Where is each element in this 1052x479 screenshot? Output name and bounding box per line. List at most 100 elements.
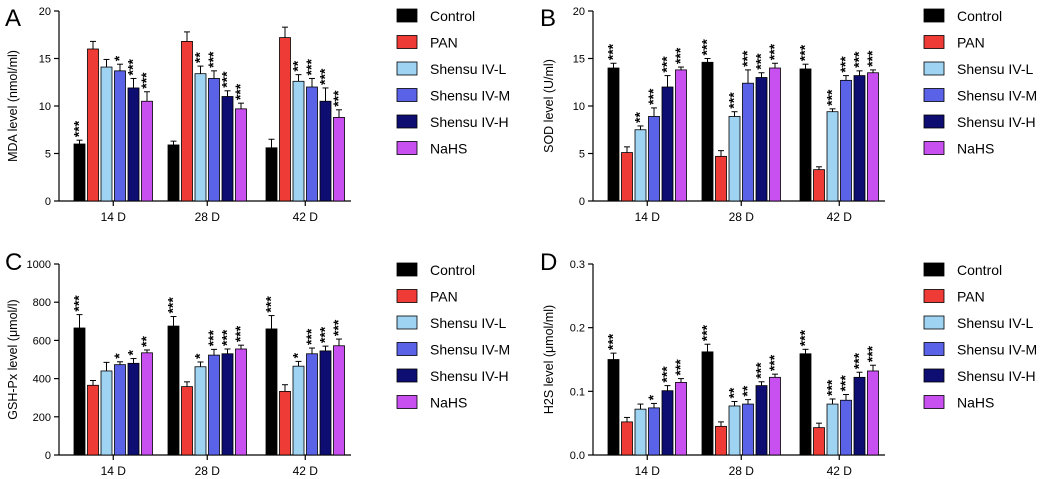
- bar: [742, 403, 754, 456]
- legend-swatch: [923, 368, 945, 383]
- significance-label: ***: [753, 362, 769, 379]
- legend-swatch: [396, 368, 418, 383]
- bar: [265, 328, 278, 456]
- significance-label: ***: [125, 59, 141, 76]
- y-tick-label: 0.1: [570, 386, 585, 398]
- legend-swatch: [396, 289, 418, 303]
- bar: [194, 73, 207, 202]
- significance-label: *: [111, 55, 127, 61]
- significance-label: **: [192, 52, 208, 63]
- significance-label: **: [726, 387, 742, 398]
- bar: [755, 77, 768, 202]
- legend-swatch: [923, 315, 945, 330]
- bar: [853, 75, 866, 202]
- significance-label: *: [125, 350, 141, 356]
- bar: [141, 100, 153, 202]
- significance-label: ***: [864, 50, 880, 67]
- y-tick-label: 10: [573, 101, 585, 113]
- x-tick-label: 42 D: [293, 464, 319, 478]
- chart-panel-c: C 0 200 400 600 800 1000 GSH-Px level (μmol/l) *…: [5, 249, 510, 478]
- bar: [100, 66, 113, 202]
- legend-swatch: [396, 141, 418, 155]
- y-tick-label: 0.0: [570, 450, 585, 462]
- y-tick-label: 1000: [27, 259, 51, 271]
- significance-label: **: [138, 336, 154, 347]
- significance-label: ***: [672, 359, 688, 376]
- legend-swatch: [923, 395, 945, 409]
- significance-label: *: [111, 353, 127, 359]
- bar: [333, 345, 345, 456]
- y-axis-title: H2S level (μmol/ml): [542, 305, 556, 414]
- legend-swatch: [923, 342, 945, 356]
- bar: [813, 169, 825, 202]
- x-tick-label: 42 D: [293, 210, 319, 224]
- legend-label: NaHS: [430, 395, 467, 411]
- y-tick-label: 0: [45, 450, 51, 462]
- bar: [826, 111, 839, 202]
- bar: [634, 408, 647, 456]
- x-tick-label: 42 D: [827, 464, 853, 478]
- y-tick-label: 200: [33, 412, 51, 424]
- significance-label: ***: [330, 90, 346, 107]
- significance-label: **: [632, 112, 648, 123]
- significance-label: ***: [739, 50, 755, 67]
- y-tick-label: 600: [33, 335, 51, 347]
- significance-label: ***: [851, 352, 867, 369]
- bar: [208, 78, 220, 202]
- significance-label: ***: [232, 325, 248, 342]
- significance-label: ***: [645, 88, 661, 105]
- bar: [279, 390, 291, 456]
- y-tick-label: 0.3: [570, 259, 585, 271]
- y-tick-label: 5: [45, 149, 51, 161]
- bar: [127, 87, 140, 202]
- significance-label: **: [739, 385, 755, 396]
- bar: [181, 386, 193, 456]
- bar: [87, 384, 99, 456]
- bar: [607, 359, 620, 456]
- legend-swatch: [396, 88, 418, 102]
- legend-swatch: [923, 8, 945, 23]
- bar: [826, 403, 839, 456]
- significance-label: ***: [766, 354, 782, 371]
- bar: [306, 86, 318, 202]
- significance-label: ***: [726, 92, 742, 109]
- y-axis-title: MDA level (nmol/ml): [6, 50, 20, 162]
- legend-label: PAN: [957, 35, 985, 51]
- legend-swatch: [923, 114, 945, 129]
- bar: [279, 37, 291, 202]
- legend-label: Control: [957, 262, 1002, 278]
- legend-swatch: [396, 262, 418, 277]
- bar: [675, 382, 687, 456]
- bar: [127, 362, 140, 456]
- bar: [114, 364, 126, 456]
- legend-label: Control: [430, 8, 475, 24]
- bar: [221, 353, 234, 456]
- significance-label: ***: [797, 44, 813, 61]
- x-tick-label: 28 D: [195, 210, 221, 224]
- legend-swatch: [923, 88, 945, 102]
- y-tick-label: 20: [39, 6, 51, 18]
- significance-label: ***: [263, 296, 279, 313]
- significance-label: ***: [837, 375, 853, 392]
- legend-label: Control: [957, 8, 1002, 24]
- y-tick-label: 15: [573, 54, 585, 66]
- legend-swatch: [396, 114, 418, 129]
- legend-label: NaHS: [957, 395, 994, 411]
- bar: [769, 67, 781, 202]
- bar: [621, 152, 633, 202]
- significance-label: ***: [303, 59, 319, 76]
- bar: [648, 116, 660, 202]
- significance-label: ***: [605, 333, 621, 350]
- bar: [194, 366, 207, 456]
- y-tick-label: 800: [33, 297, 51, 309]
- significance-label: ***: [766, 43, 782, 60]
- significance-label: ***: [71, 295, 87, 312]
- bar: [840, 79, 852, 202]
- legend-label: PAN: [957, 289, 985, 305]
- bar: [799, 353, 812, 456]
- legend-label: Shensu IV-L: [430, 315, 506, 331]
- legend-swatch: [923, 141, 945, 155]
- bar: [867, 370, 879, 456]
- bar: [661, 390, 674, 456]
